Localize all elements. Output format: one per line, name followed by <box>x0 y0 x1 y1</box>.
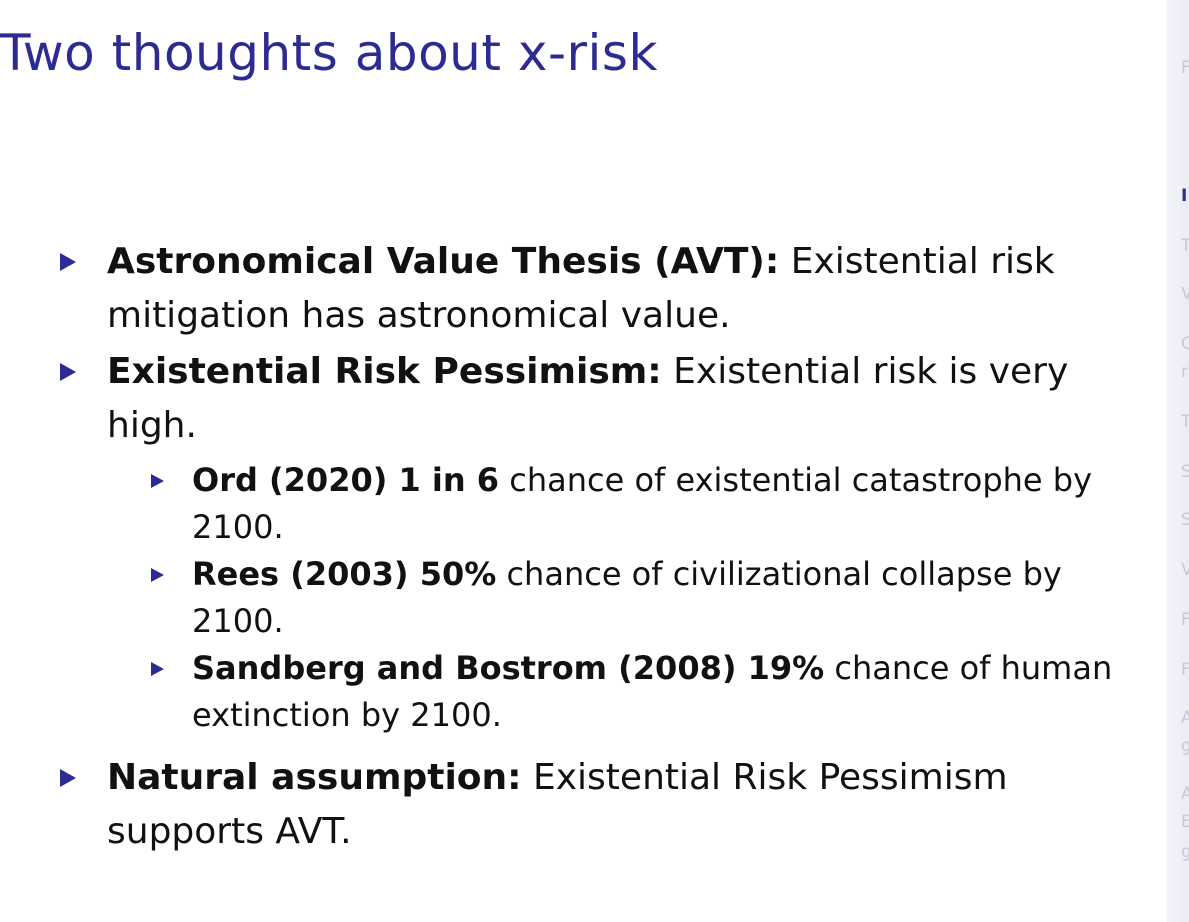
sub-bullet-ord: Ord (2020) 1 in 6 chance of existential … <box>60 457 1120 551</box>
outline-item-current[interactable]: I <box>1181 186 1188 206</box>
bullet-list: Astronomical Value Thesis (AVT): Existen… <box>60 235 1120 861</box>
outline-item[interactable]: A <box>1181 784 1189 804</box>
outline-item[interactable]: F <box>1181 660 1189 680</box>
bullet-triangle-icon <box>60 363 76 381</box>
outline-item[interactable]: A <box>1181 708 1189 728</box>
sub-bullet-triangle-icon <box>151 474 164 488</box>
outline-item[interactable]: F <box>1181 610 1189 630</box>
bullet-text: Existential risk is very high. <box>107 351 1069 446</box>
sub-bullet-text: chance of existential catastrophe by 210… <box>192 461 1093 546</box>
sub-bullet-rees: Rees (2003) 50% chance of civilizational… <box>60 551 1120 645</box>
bullet-term: Astronomical Value Thesis (AVT): <box>107 241 780 282</box>
sub-bullet-triangle-icon <box>151 568 164 582</box>
outline-item[interactable]: S <box>1181 510 1189 530</box>
bullet-assumption: Natural assumption: Existential Risk Pes… <box>60 751 1120 859</box>
outline-item[interactable]: V <box>1181 284 1189 304</box>
sub-bullet-text: chance of human extinction by 2100. <box>192 649 1113 734</box>
bullet-pessimism: Existential Risk Pessimism: Existential … <box>60 345 1120 739</box>
outline-item[interactable]: T <box>1181 236 1189 256</box>
outline-item[interactable]: g <box>1181 736 1189 756</box>
bullet-avt: Astronomical Value Thesis (AVT): Existen… <box>60 235 1120 343</box>
outline-item[interactable]: g <box>1181 842 1189 862</box>
outline-item[interactable]: V <box>1181 560 1189 580</box>
sub-bullet-term: Rees (2003) 50% <box>192 555 497 593</box>
bullet-text: Existential risk mitigation has astronom… <box>107 241 1055 336</box>
outline-item[interactable]: S <box>1181 462 1189 482</box>
outline-item[interactable]: T <box>1181 412 1189 432</box>
outline-item[interactable]: r <box>1181 362 1188 382</box>
bullet-text: Existential Risk Pessimism supports AVT. <box>107 757 1008 852</box>
sub-bullet-triangle-icon <box>151 662 164 676</box>
outline-item[interactable]: E <box>1181 812 1189 832</box>
slide-title: Two thoughts about x-risk <box>0 24 658 82</box>
outline-item[interactable]: C <box>1181 334 1189 354</box>
sub-bullet-term: Sandberg and Bostrom (2008) 19% <box>192 649 825 687</box>
sub-bullet-list: Ord (2020) 1 in 6 chance of existential … <box>107 457 1120 739</box>
sub-bullet-term: Ord (2020) 1 in 6 <box>192 461 500 499</box>
outline-item[interactable]: F <box>1181 58 1189 78</box>
bullet-term: Existential Risk Pessimism: <box>107 351 662 392</box>
outline-sidebar: F I T V C r T S S V F F A g A E g <box>1166 0 1189 922</box>
bullet-triangle-icon <box>60 253 76 271</box>
sub-bullet-sandberg: Sandberg and Bostrom (2008) 19% chance o… <box>60 645 1120 739</box>
bullet-triangle-icon <box>60 769 76 787</box>
bullet-term: Natural assumption: <box>107 757 522 798</box>
sub-bullet-text: chance of civilizational collapse by 210… <box>192 555 1062 640</box>
